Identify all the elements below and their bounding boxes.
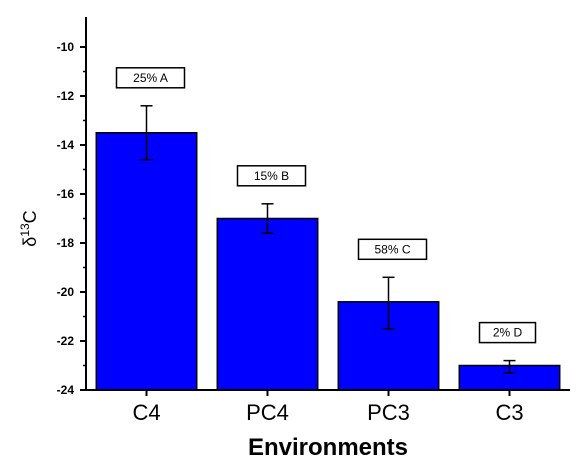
- annotation-label: 15% B: [254, 169, 289, 183]
- axes-group: [85, 17, 570, 391]
- y-tick-label: -18: [57, 236, 75, 250]
- annotation-label: 2% D: [493, 326, 523, 340]
- x-category-label: PC3: [367, 400, 410, 425]
- bar: [216, 217, 319, 391]
- y-tick-label: -22: [57, 334, 75, 348]
- annotations-group: 25% A 15% B 58% C 2% D: [115, 67, 537, 344]
- y-tick-label: -12: [57, 89, 75, 103]
- y-tick-label: -20: [57, 285, 75, 299]
- bar: [95, 132, 198, 391]
- x-axis-title: Environments: [248, 434, 408, 461]
- annotation-box: [478, 321, 537, 344]
- x-category-label: C3: [495, 400, 523, 425]
- annotation-box: [115, 67, 186, 89]
- y-axis-title-base: δ: [20, 237, 40, 247]
- annotation-box: [236, 165, 307, 187]
- y-tick-label: -24: [57, 383, 75, 397]
- x-labels-group: C4 PC4 PC3 C3: [132, 390, 524, 425]
- y-axis-title-tail: C: [20, 210, 40, 223]
- y-axis-title-superscript: 13: [18, 223, 32, 237]
- y-tick-label: -14: [57, 138, 75, 152]
- bars-group: [95, 132, 561, 391]
- annotation-label: 58% C: [374, 242, 410, 256]
- y-tick-label: -16: [57, 187, 75, 201]
- y-tick-label: -10: [57, 40, 75, 54]
- annotation-box: [357, 238, 428, 261]
- error-bars-group: [140, 105, 516, 374]
- y-axis-title: δ13C: [18, 210, 40, 246]
- x-category-label: PC4: [246, 400, 289, 425]
- annotation-label: 25% A: [133, 71, 168, 85]
- y-ticks-group: -10 -12 -14 -16 -18 -20 -22 -24: [57, 40, 86, 397]
- x-category-label: C4: [132, 400, 160, 425]
